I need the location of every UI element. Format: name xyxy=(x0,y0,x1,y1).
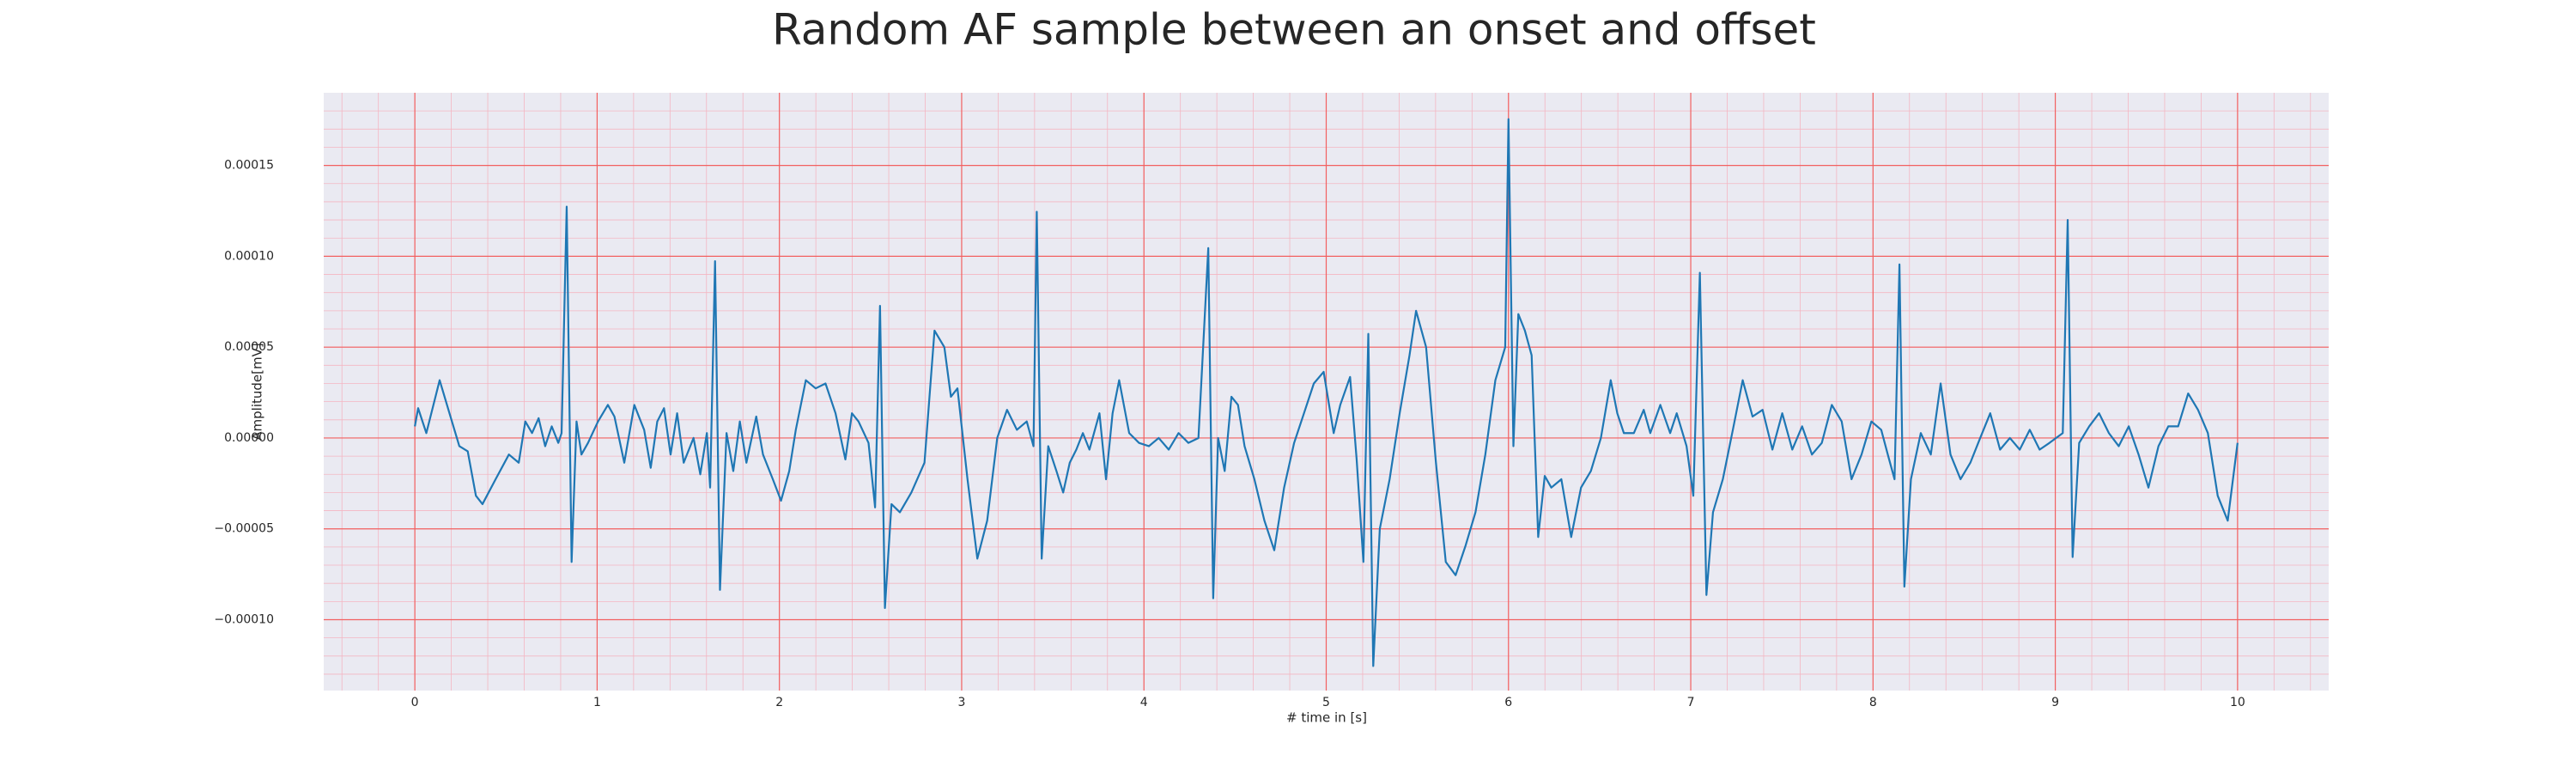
y-tick-label: 0.00000 xyxy=(224,431,274,445)
marks xyxy=(414,118,2239,667)
y-tick-label: 0.00015 xyxy=(224,159,274,173)
y-tick-label: −0.00010 xyxy=(214,612,274,626)
x-tick-label: 0 xyxy=(411,696,419,709)
x-tick-label: 10 xyxy=(2230,696,2245,709)
signal-line xyxy=(414,118,2239,667)
x-axis-label: # time in [s] xyxy=(1286,710,1367,726)
x-tick-label: 5 xyxy=(1322,696,1330,709)
x-tick-label: 6 xyxy=(1504,696,1512,709)
chart-title: Random AF sample between an onset and of… xyxy=(772,5,1816,55)
y-tick-label: 0.00010 xyxy=(224,249,274,263)
x-tick-label: 3 xyxy=(957,696,965,709)
x-tick-label: 7 xyxy=(1687,696,1695,709)
x-tick-label: 4 xyxy=(1140,696,1148,709)
y-tick-label: 0.00005 xyxy=(224,340,274,354)
y-axis-label: Amplitude[mV] xyxy=(250,343,265,440)
x-tick-label: 8 xyxy=(1869,696,1877,709)
x-tick-label: 9 xyxy=(2051,696,2059,709)
x-tick-label: 2 xyxy=(775,696,783,709)
labels: 0 1 2 3 4 5 6 7 8 9 10 −0.00010 −0.00005 0.00000 0.000… xyxy=(214,159,2245,709)
y-tick-label: −0.00005 xyxy=(214,522,274,536)
x-tick-label: 1 xyxy=(593,696,601,709)
